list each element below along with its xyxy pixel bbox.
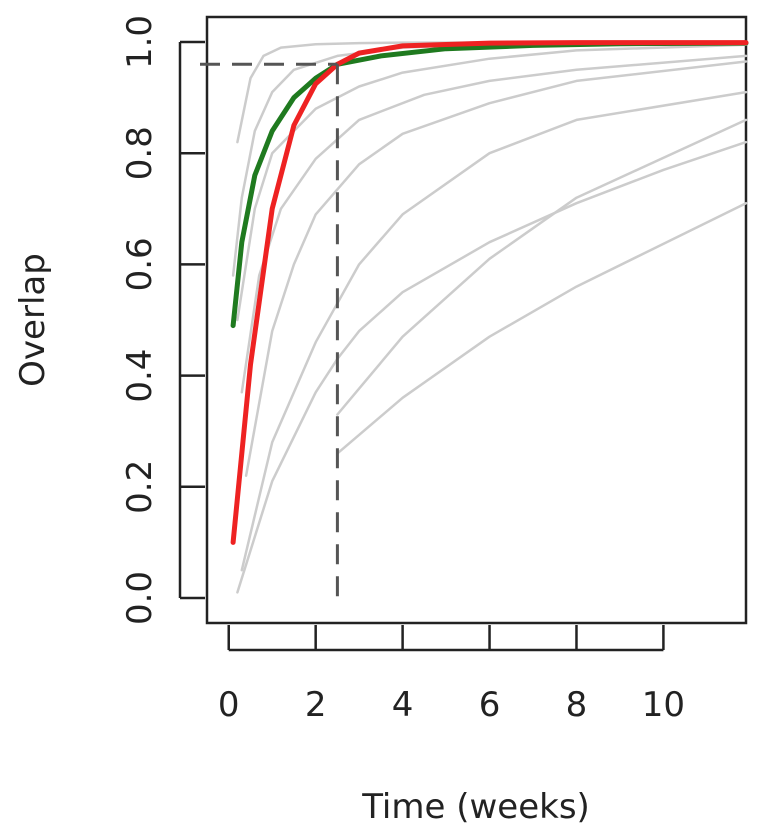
y-tick-label-4: 0.8 (120, 126, 160, 180)
x-tick-label-8: 8 (566, 685, 588, 725)
y-axis-title: Overlap (13, 253, 53, 387)
red-curve (230, 40, 749, 545)
green-curve (230, 40, 749, 329)
y-tick-label-2: 0.4 (120, 349, 160, 403)
background-curves (231, 41, 748, 594)
x-axis-title: Time (weeks) (361, 787, 590, 827)
x-axis: 0 2 4 6 8 10 (218, 625, 685, 725)
background-curve-9 (336, 201, 748, 455)
highlight-curves (230, 40, 749, 545)
y-tick-label-5: 1.0 (120, 15, 160, 69)
x-tick-label-10: 10 (642, 685, 685, 725)
x-tick-label-4: 4 (392, 685, 414, 725)
x-tick-label-6: 6 (479, 685, 501, 725)
background-curve-4 (240, 54, 748, 394)
y-axis: 0.0 0.2 0.4 0.6 0.8 1.0 (120, 15, 205, 625)
x-tick-label-0: 0 (218, 685, 240, 725)
y-tick-label-1: 0.2 (120, 460, 160, 514)
x-tick-label-2: 2 (305, 685, 327, 725)
plot-frame (205, 15, 748, 625)
y-tick-label-3: 0.6 (120, 237, 160, 291)
background-curve-8 (336, 118, 748, 416)
background-curve-3 (236, 43, 748, 322)
background-curve-5 (244, 60, 748, 477)
background-curve-7 (236, 140, 748, 594)
y-tick-label-0: 0.0 (120, 571, 160, 625)
reference-lines (200, 62, 339, 598)
background-curve-6 (240, 90, 748, 572)
